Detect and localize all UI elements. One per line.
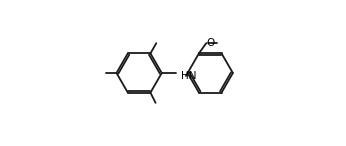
Text: HN: HN — [181, 71, 197, 81]
Text: O: O — [207, 38, 215, 48]
